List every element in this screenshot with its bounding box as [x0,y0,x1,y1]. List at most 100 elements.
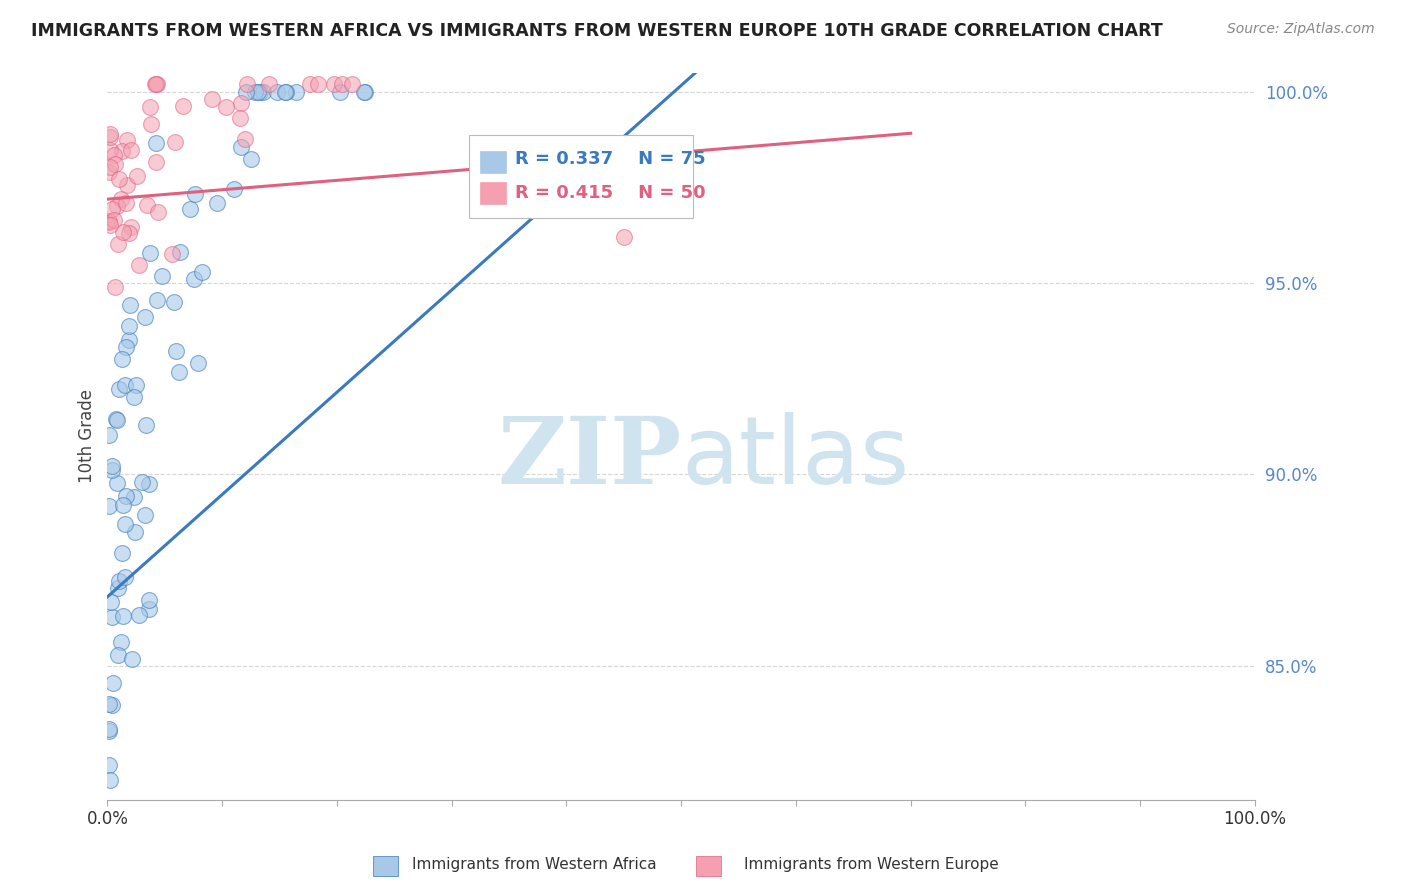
Point [229,140,252,154]
Point [125,169,148,183]
Point [122,390,145,404]
Point [135,197,157,211]
Point [613,230,636,244]
Point [105,199,128,213]
Point [252,85,274,99]
Point [107,236,129,251]
Point [259,78,281,92]
Point [235,85,257,99]
Point [97,723,120,738]
Point [143,78,166,92]
Point [115,133,138,147]
Point [134,310,156,324]
Point [101,675,124,690]
Point [330,78,353,92]
Text: R = 0.415    N = 50: R = 0.415 N = 50 [515,184,706,202]
Point [298,78,321,92]
Point [274,85,297,99]
Point [103,213,125,227]
Point [97,500,120,514]
Point [115,340,138,354]
Point [101,462,124,476]
Point [131,475,153,489]
Bar [481,182,506,203]
Point [122,490,145,504]
Point [307,78,329,92]
Point [163,295,186,310]
Y-axis label: 10th Grade: 10th Grade [79,389,96,483]
Text: Immigrants from Western Africa: Immigrants from Western Africa [412,857,657,872]
Point [139,246,162,260]
Point [98,143,121,157]
Point [114,570,136,584]
Point [97,722,120,736]
Point [128,258,150,272]
Point [120,143,142,157]
Point [184,186,207,201]
Point [117,318,139,333]
Point [201,92,224,106]
Point [100,698,122,712]
Point [111,144,134,158]
Point [101,610,124,624]
Text: IMMIGRANTS FROM WESTERN AFRICA VS IMMIGRANTS FROM WESTERN EUROPE 10TH GRADE CORR: IMMIGRANTS FROM WESTERN AFRICA VS IMMIGR… [31,22,1163,40]
Point [108,382,131,396]
Point [107,648,129,662]
Point [100,458,122,473]
Point [114,516,136,531]
Point [103,156,125,170]
Point [145,78,167,92]
Point [121,652,143,666]
Point [236,78,259,92]
Point [124,524,146,539]
Point [105,413,128,427]
Point [135,418,157,433]
Point [169,365,191,379]
Point [146,78,169,92]
Point [115,178,138,192]
Point [101,202,124,216]
Text: R = 0.337    N = 75: R = 0.337 N = 75 [515,150,706,168]
Point [329,85,352,99]
Point [118,333,141,347]
Point [138,100,160,114]
Point [145,136,167,150]
Point [104,280,127,294]
Point [107,582,129,596]
Text: Immigrants from Western Europe: Immigrants from Western Europe [744,857,1000,872]
Point [97,428,120,442]
Point [240,152,263,166]
Point [179,202,201,216]
Point [114,378,136,392]
Bar [481,152,506,173]
Point [169,244,191,259]
Point [98,218,121,232]
Point [112,498,135,512]
Point [243,85,266,99]
Point [128,608,150,623]
Point [231,95,253,110]
Point [138,593,160,607]
Point [139,117,162,131]
Point [111,608,134,623]
Point [97,214,120,228]
Point [98,130,121,145]
Point [187,356,209,370]
Point [97,165,120,179]
Point [97,215,120,229]
Point [205,196,228,211]
Point [172,99,194,113]
Text: atlas: atlas [681,412,910,504]
Point [114,489,136,503]
Point [229,111,252,125]
Text: ZIP: ZIP [496,413,681,503]
Point [111,546,134,560]
Point [125,377,148,392]
Point [146,205,169,219]
Point [353,85,375,99]
Point [190,265,212,279]
Point [138,602,160,616]
Point [266,85,288,99]
FancyBboxPatch shape [468,135,693,219]
Point [160,247,183,261]
